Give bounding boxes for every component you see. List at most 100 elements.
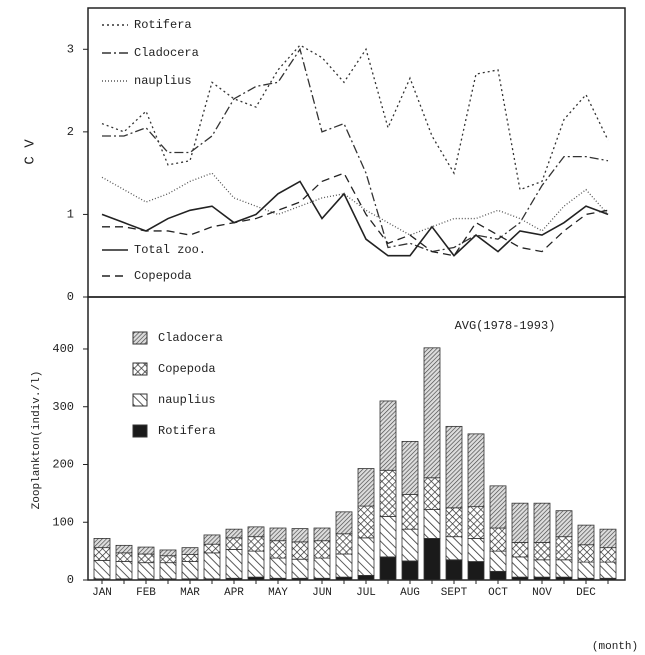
line [101, 44, 609, 191]
x-tick-label: JUL [356, 587, 376, 599]
bar-segment [511, 542, 529, 558]
bar-segment [533, 542, 551, 561]
bar-segment [577, 561, 595, 579]
bar-segment [137, 546, 155, 555]
bar-segment [489, 485, 507, 529]
bar-segment [291, 528, 309, 543]
bar-segment [181, 554, 199, 562]
bar-segment [269, 540, 287, 559]
annotation: AVG(1978-1993) [455, 319, 556, 333]
x-tick-label: MAY [268, 587, 288, 599]
bar-segment [225, 537, 243, 550]
bar-segment [225, 548, 243, 579]
x-tick-label: AUG [400, 587, 420, 599]
legend-label: Rotifera [158, 424, 216, 438]
bar-segment [467, 506, 485, 539]
bar-segment [379, 556, 397, 581]
bar-segment [423, 347, 441, 479]
bar-segment [291, 541, 309, 560]
y-tick-label: 400 [52, 342, 74, 356]
bar-segment [423, 477, 441, 510]
legend-label: nauplius [158, 393, 216, 407]
bar-segment [313, 540, 331, 559]
bar-segment [313, 527, 331, 542]
bar-segment [159, 562, 177, 580]
bar-segment [511, 502, 529, 543]
legend-swatch [132, 362, 148, 376]
bar-segment [555, 576, 573, 581]
bar-segment [555, 536, 573, 561]
bar-segment [137, 553, 155, 564]
bar-segment [467, 433, 485, 508]
y-tick-label: 0 [67, 290, 74, 304]
legend-label: Cladocera [158, 331, 223, 345]
bar-segment [555, 559, 573, 578]
y-tick-label: 1 [67, 208, 74, 222]
bar-segment [181, 547, 199, 555]
bar-segment [159, 555, 177, 564]
bar-segment [511, 556, 529, 578]
legend-label: Rotifera [134, 18, 192, 32]
bar-segment [379, 400, 397, 471]
bar-segment [401, 440, 419, 495]
bar-segment [379, 469, 397, 517]
bar-segment [93, 538, 111, 549]
legend-swatch [132, 424, 148, 438]
bar-segment [401, 528, 419, 562]
bar-segment [203, 552, 221, 580]
x-tick-label: DEC [576, 587, 596, 599]
bar-segment [467, 561, 485, 581]
bar-segment [445, 559, 463, 581]
y-tick-label: 300 [52, 400, 74, 414]
y-tick-label: 100 [52, 515, 74, 529]
x-axis-label: (month) [592, 641, 638, 653]
bar-segment [533, 559, 551, 578]
bar-segment [357, 468, 375, 507]
legend-swatch [132, 393, 148, 407]
bar-segment [577, 524, 595, 546]
bar-segment [445, 507, 463, 538]
bar-segment [335, 533, 353, 555]
legend-label: Total zoo. [134, 243, 206, 257]
y-tick-label: 0 [67, 573, 74, 587]
bar-segment [203, 534, 221, 545]
line [101, 172, 609, 236]
bar-segment [137, 562, 155, 580]
x-tick-label: FEB [136, 587, 156, 599]
bar-segment [93, 559, 111, 580]
bar-segment [599, 561, 617, 579]
bar-segment [115, 561, 133, 580]
legend-swatch [132, 331, 148, 345]
bar-segment [357, 574, 375, 581]
bar-segment [423, 509, 441, 539]
bar-segment [401, 560, 419, 581]
bar-segment [489, 570, 507, 581]
bar-segment [225, 528, 243, 539]
bar-segment [489, 550, 507, 572]
legend-label: Copepoda [134, 269, 192, 283]
bar-segment [247, 526, 265, 538]
line [101, 180, 609, 257]
bar-segment [401, 494, 419, 530]
bottom-frame [87, 296, 626, 581]
bar-segment [313, 557, 331, 579]
bar-segment [247, 536, 265, 552]
bar-segment [269, 557, 287, 579]
bar-segment [181, 561, 199, 580]
x-tick-label: JUN [312, 587, 332, 599]
bar-segment [489, 527, 507, 552]
bar-segment [445, 536, 463, 561]
bar-segment [247, 576, 265, 581]
x-tick-label: APR [224, 587, 244, 599]
bar-segment [335, 576, 353, 581]
bar-segment [511, 576, 529, 581]
x-tick-label: SEPT [441, 587, 468, 599]
x-tick-label: MAR [180, 587, 200, 599]
x-tick-label: JAN [92, 587, 112, 599]
legend-label: Cladocera [134, 46, 199, 60]
bar-segment [555, 510, 573, 538]
bar-segment [599, 528, 617, 549]
x-tick-label: OCT [488, 587, 508, 599]
y-tick-label: 3 [67, 42, 74, 56]
